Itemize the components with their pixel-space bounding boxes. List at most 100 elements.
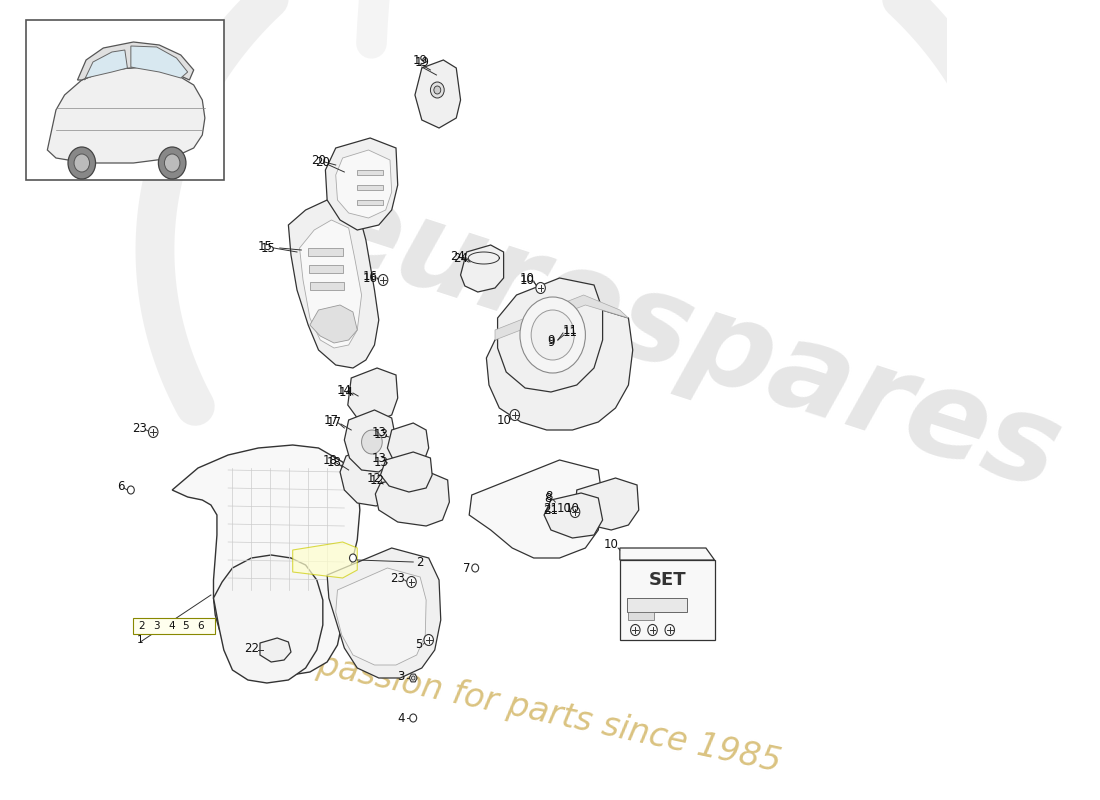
Text: 3: 3 bbox=[153, 621, 159, 631]
Polygon shape bbox=[381, 452, 432, 492]
Text: SET: SET bbox=[648, 571, 686, 589]
Text: 16: 16 bbox=[363, 271, 377, 285]
Text: 18: 18 bbox=[327, 455, 341, 469]
Polygon shape bbox=[415, 60, 461, 128]
Text: 15: 15 bbox=[261, 242, 276, 254]
Text: 10: 10 bbox=[519, 271, 535, 285]
Circle shape bbox=[536, 282, 546, 294]
Text: 4: 4 bbox=[397, 711, 405, 725]
Text: a passion for parts since 1985: a passion for parts since 1985 bbox=[284, 642, 783, 778]
Text: 5: 5 bbox=[183, 621, 189, 631]
Text: 20: 20 bbox=[316, 155, 330, 169]
Polygon shape bbox=[77, 42, 194, 80]
Text: 1: 1 bbox=[138, 635, 144, 645]
Polygon shape bbox=[213, 555, 322, 683]
Circle shape bbox=[630, 625, 640, 635]
Polygon shape bbox=[260, 638, 292, 662]
Circle shape bbox=[666, 625, 674, 635]
Bar bbox=[133, 618, 216, 634]
Bar bbox=[358, 200, 383, 205]
Polygon shape bbox=[495, 295, 628, 340]
Text: 19: 19 bbox=[415, 55, 429, 69]
Circle shape bbox=[570, 506, 580, 518]
Circle shape bbox=[148, 426, 158, 438]
Polygon shape bbox=[486, 305, 632, 430]
Polygon shape bbox=[340, 446, 398, 506]
Polygon shape bbox=[375, 472, 450, 526]
Circle shape bbox=[407, 577, 416, 587]
Polygon shape bbox=[387, 423, 429, 468]
Bar bbox=[619, 560, 715, 640]
Polygon shape bbox=[327, 548, 441, 678]
Text: eurospares: eurospares bbox=[304, 165, 1075, 515]
Text: 24: 24 bbox=[453, 251, 469, 265]
Text: 10: 10 bbox=[565, 502, 580, 514]
Bar bbox=[25, 20, 223, 180]
Polygon shape bbox=[336, 150, 392, 218]
Text: 12: 12 bbox=[370, 474, 385, 486]
Polygon shape bbox=[288, 198, 378, 368]
Text: 21: 21 bbox=[543, 502, 559, 514]
Text: 6: 6 bbox=[117, 479, 124, 493]
Polygon shape bbox=[344, 410, 396, 472]
Circle shape bbox=[378, 274, 388, 286]
Circle shape bbox=[158, 147, 186, 179]
Polygon shape bbox=[619, 548, 715, 560]
Text: 21: 21 bbox=[543, 503, 559, 517]
Text: 5: 5 bbox=[415, 638, 422, 650]
Polygon shape bbox=[497, 278, 603, 392]
Polygon shape bbox=[299, 220, 362, 348]
Polygon shape bbox=[131, 46, 188, 78]
Text: 11: 11 bbox=[562, 323, 578, 337]
Bar bbox=[628, 612, 654, 620]
Text: 13: 13 bbox=[374, 429, 388, 442]
Bar bbox=[358, 170, 383, 175]
Text: 2: 2 bbox=[139, 621, 145, 631]
Polygon shape bbox=[173, 445, 360, 675]
Circle shape bbox=[531, 310, 574, 360]
Circle shape bbox=[362, 430, 382, 454]
Text: 17: 17 bbox=[327, 415, 341, 429]
Text: 13: 13 bbox=[374, 455, 388, 469]
Text: 14: 14 bbox=[337, 383, 352, 397]
Text: 11: 11 bbox=[562, 326, 578, 338]
Text: 12: 12 bbox=[367, 471, 382, 485]
Circle shape bbox=[520, 297, 585, 373]
Polygon shape bbox=[310, 305, 358, 343]
Polygon shape bbox=[47, 67, 205, 163]
Circle shape bbox=[648, 625, 658, 635]
Polygon shape bbox=[348, 368, 398, 422]
Bar bbox=[308, 248, 342, 256]
Text: 22: 22 bbox=[244, 642, 258, 654]
Circle shape bbox=[433, 86, 441, 94]
Text: 24: 24 bbox=[451, 250, 465, 262]
Text: 3: 3 bbox=[397, 670, 405, 683]
Text: 20: 20 bbox=[311, 154, 326, 166]
Text: 7: 7 bbox=[463, 562, 471, 574]
Polygon shape bbox=[544, 493, 603, 538]
Circle shape bbox=[472, 564, 478, 572]
Circle shape bbox=[164, 154, 180, 172]
Text: 9: 9 bbox=[547, 334, 554, 346]
Circle shape bbox=[424, 634, 433, 646]
Text: 15: 15 bbox=[257, 239, 273, 253]
Polygon shape bbox=[470, 460, 603, 558]
Polygon shape bbox=[575, 478, 639, 530]
Circle shape bbox=[410, 714, 417, 722]
Text: 8: 8 bbox=[544, 491, 552, 505]
Text: 4: 4 bbox=[168, 621, 175, 631]
Circle shape bbox=[68, 147, 96, 179]
Text: 10: 10 bbox=[604, 538, 618, 551]
Circle shape bbox=[350, 554, 356, 562]
Text: 17: 17 bbox=[323, 414, 339, 426]
Polygon shape bbox=[409, 674, 417, 682]
Polygon shape bbox=[336, 568, 426, 665]
Polygon shape bbox=[85, 50, 128, 80]
Text: 19: 19 bbox=[412, 54, 428, 66]
Circle shape bbox=[430, 82, 444, 98]
Polygon shape bbox=[293, 542, 358, 578]
Circle shape bbox=[510, 410, 519, 421]
Text: 23: 23 bbox=[390, 571, 405, 585]
Text: 10: 10 bbox=[557, 502, 571, 514]
Text: 18: 18 bbox=[322, 454, 338, 466]
